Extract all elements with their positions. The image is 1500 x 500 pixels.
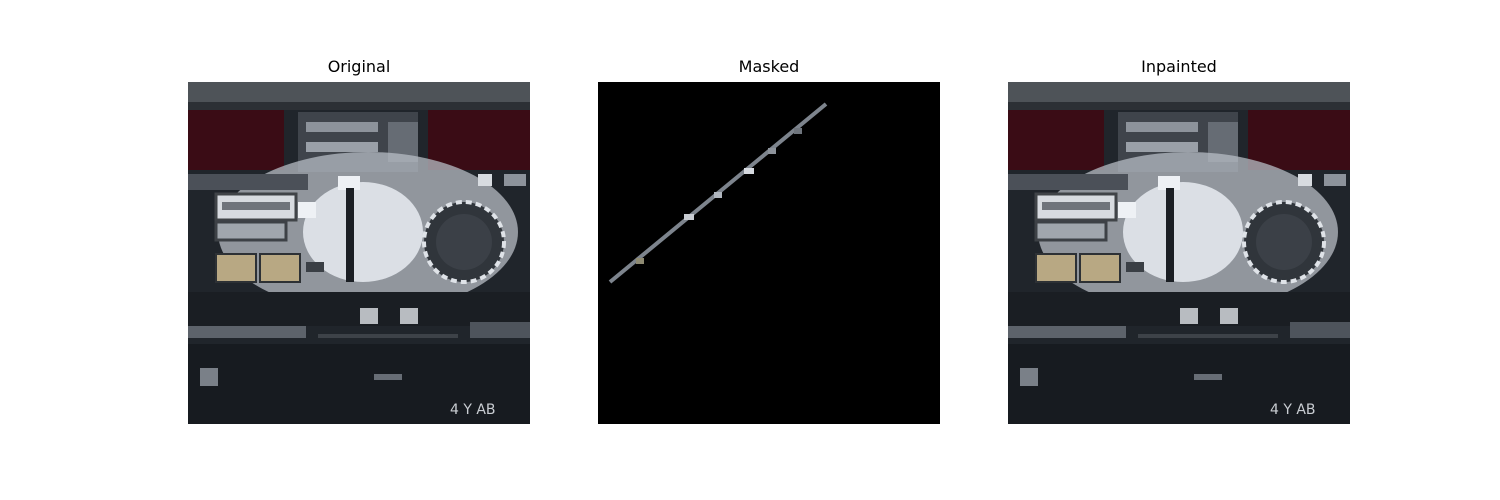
panel-masked: Masked bbox=[598, 56, 940, 424]
masked-image bbox=[598, 82, 940, 424]
panel-inpainted: Inpainted bbox=[1008, 56, 1350, 424]
panel-title-masked: Masked bbox=[738, 57, 800, 76]
original-image-drawing: 4 Y AB bbox=[188, 82, 530, 424]
mask-stroke bbox=[608, 102, 828, 284]
inpainted-image-drawing: 4 Y AB bbox=[1008, 82, 1350, 424]
original-bottom-text: 4 Y AB bbox=[450, 402, 496, 418]
original-image: 4 Y AB bbox=[188, 82, 530, 424]
panel-title-original: Original bbox=[327, 57, 391, 76]
masked-image-drawing bbox=[598, 82, 940, 424]
panel-original: Original bbox=[188, 56, 530, 424]
inpainted-image: 4 Y AB bbox=[1008, 82, 1350, 424]
inpainted-bottom-text: 4 Y AB bbox=[1270, 402, 1316, 418]
panel-title-inpainted: Inpainted bbox=[1141, 57, 1217, 76]
